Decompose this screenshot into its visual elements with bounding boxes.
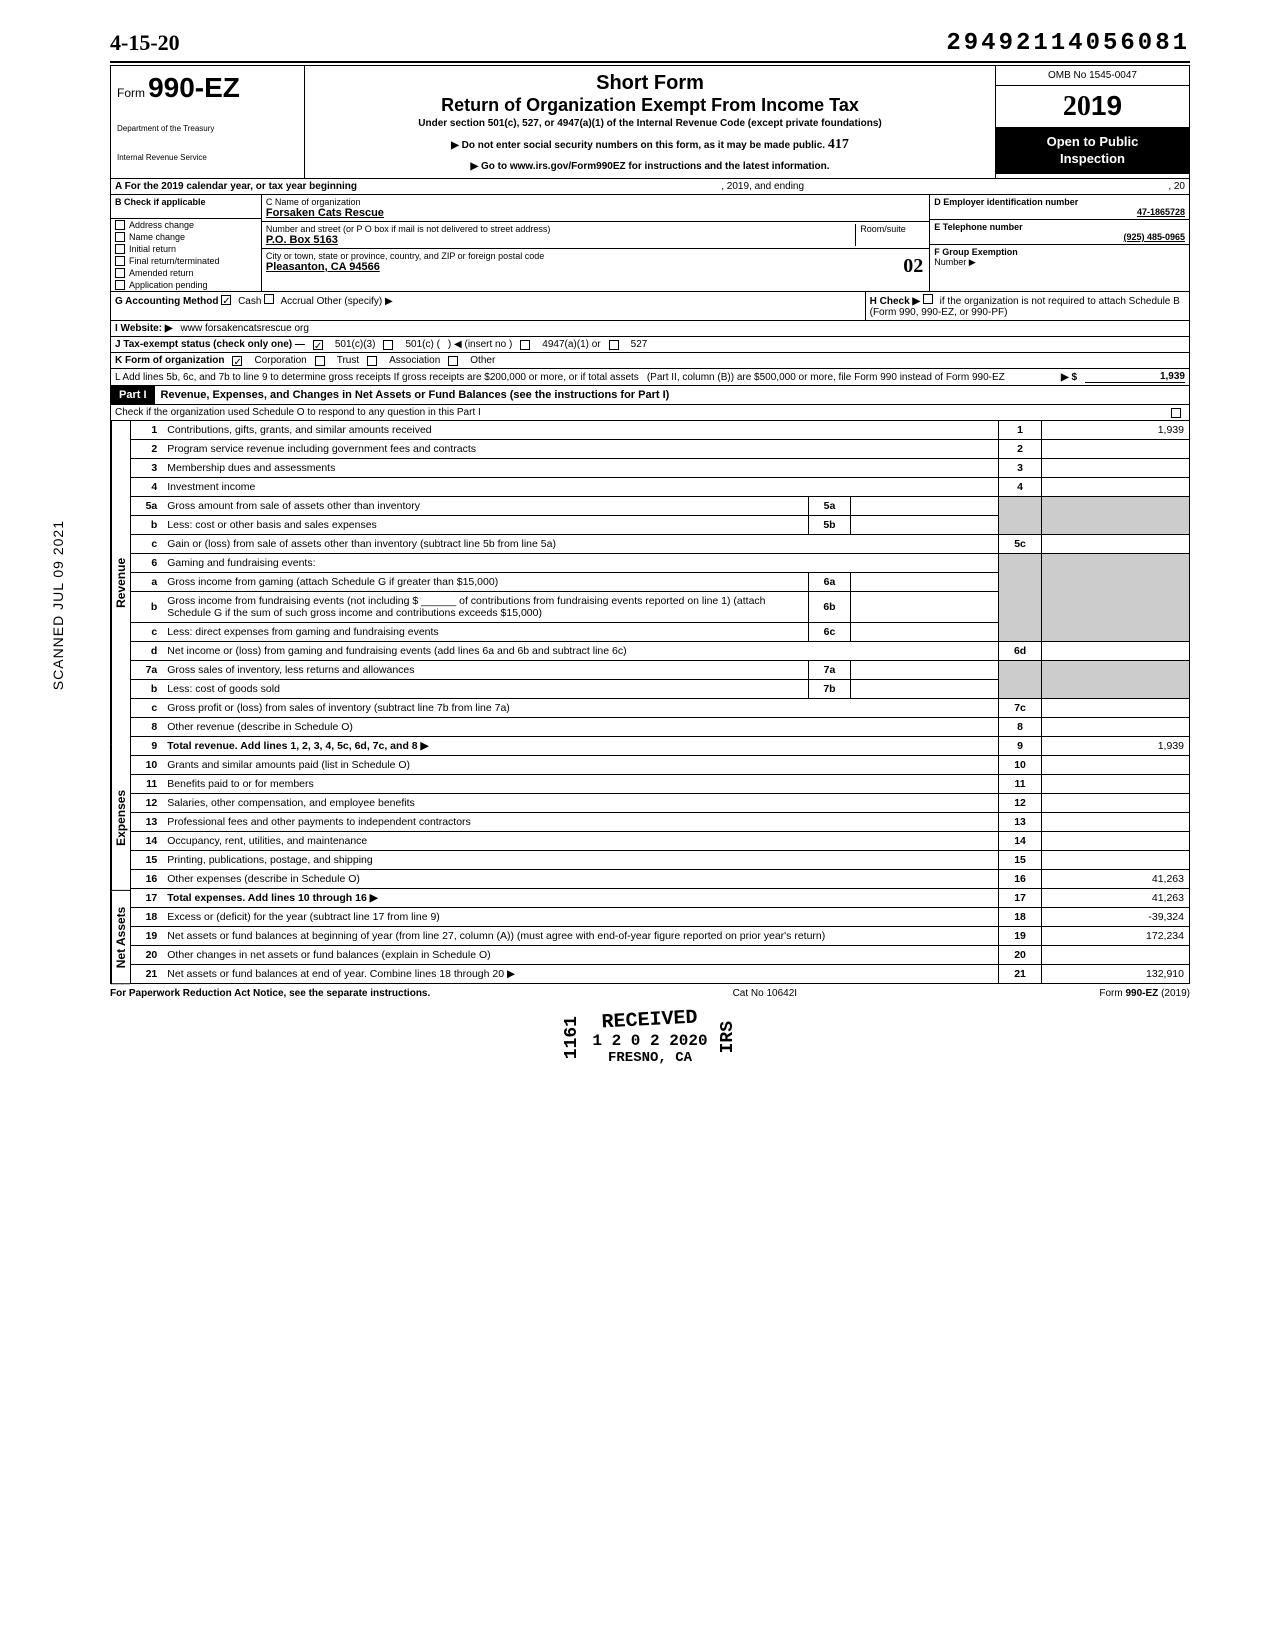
form-subtitle: Under section 501(c), 527, or 4947(a)(1)… (311, 118, 989, 129)
cb-address-change[interactable]: Address change (111, 219, 261, 231)
org-name: Forsaken Cats Rescue (266, 207, 925, 219)
part1-title: Revenue, Expenses, and Changes in Net As… (155, 386, 676, 404)
label-ein: D Employer identification number (934, 197, 1185, 207)
row-l-value: 1,939 (1085, 371, 1185, 383)
org-address: P.O. Box 5163 (266, 234, 855, 246)
cb-h[interactable] (923, 294, 933, 304)
cb-cash[interactable] (221, 295, 231, 305)
cb-name-change[interactable]: Name change (111, 231, 261, 243)
row-l-text1: L Add lines 5b, 6c, and 7b to line 9 to … (115, 372, 639, 383)
stamp-date: 1 2 0 2 2020 (592, 1032, 707, 1050)
label-phone: E Telephone number (934, 222, 1185, 232)
cb-schedule-o[interactable] (1171, 408, 1181, 418)
label-city: City or town, state or province, country… (266, 251, 925, 261)
cb-initial-return[interactable]: Initial return (111, 243, 261, 255)
part1-check-line: Check if the organization used Schedule … (115, 407, 1163, 418)
label-org-name: C Name of organization (266, 197, 925, 207)
vert-revenue: Revenue (111, 421, 130, 745)
row-h-label: H Check ▶ (870, 296, 920, 307)
row-a-end: , 20 (1168, 181, 1185, 192)
received-stamp: 1161 RECEIVED 1 2 0 2 2020 FRESNO, CA IR… (110, 1009, 1190, 1066)
row-a-label: A For the 2019 calendar year, or tax yea… (115, 181, 357, 192)
row-l-arrow: ▶ $ (1061, 372, 1077, 383)
year-suffix: 19 (1091, 90, 1122, 121)
form-title: Return of Organization Exempt From Incom… (311, 95, 989, 116)
section-b-header: B Check if applicable (111, 195, 261, 219)
vert-netassets: Net Assets (111, 891, 130, 984)
row-g-label: G Accounting Method (115, 296, 219, 307)
part1-badge: Part I (111, 386, 155, 404)
footer-left: For Paperwork Reduction Act Notice, see … (110, 988, 430, 999)
row-a: A For the 2019 calendar year, or tax yea… (110, 179, 1190, 195)
org-city: Pleasanton, CA 94566 (266, 261, 925, 273)
cb-application-pending[interactable]: Application pending (111, 279, 261, 291)
website-value: www forsakencatsrescue org (181, 323, 309, 334)
cb-accrual[interactable] (264, 294, 274, 304)
footer-right: Form 990-EZ (2019) (1099, 988, 1190, 999)
short-form-label: Short Form (311, 72, 989, 95)
cb-amended[interactable]: Amended return (111, 267, 261, 279)
row-j-label: J Tax-exempt status (check only one) — (115, 339, 305, 350)
open-to-public: Open to Public (1002, 134, 1183, 151)
hand-date: 4-15-20 (110, 30, 180, 56)
row-k-label: K Form of organization (115, 355, 224, 366)
info-block: B Check if applicable Address change Nam… (110, 195, 1190, 292)
cb-assoc[interactable] (367, 356, 377, 366)
year-prefix: 20 (1063, 91, 1091, 122)
label-group-number: Number ▶ (934, 257, 975, 267)
ein-value: 47-1865728 (934, 207, 1185, 217)
cb-trust[interactable] (315, 356, 325, 366)
instruction-1: ▶ Do not enter social security numbers o… (451, 140, 825, 151)
stamp-city: FRESNO, CA (592, 1050, 707, 1066)
cb-527[interactable] (609, 340, 619, 350)
phone-value: (925) 485-0965 (934, 232, 1185, 242)
cb-final-return[interactable]: Final return/terminated (111, 255, 261, 267)
dept1: Department of the Treasury (117, 124, 298, 133)
label-address: Number and street (or P O box if mail is… (266, 224, 855, 234)
cb-501c[interactable] (383, 340, 393, 350)
dept2: Internal Revenue Service (117, 153, 298, 162)
cb-501c3[interactable] (313, 340, 323, 350)
cb-other-org[interactable] (448, 356, 458, 366)
cb-corp[interactable] (232, 356, 242, 366)
omb-number: OMB No 1545-0047 (996, 66, 1189, 86)
label-room: Room/suite (855, 224, 925, 246)
form-header: Form 990-EZ Department of the Treasury I… (110, 65, 1190, 179)
stamp-received: RECEIVED (592, 1006, 708, 1035)
stamp-num: 1161 (562, 1016, 582, 1059)
vert-expenses: Expenses (111, 745, 130, 891)
dln: 29492114056081 (946, 30, 1190, 57)
row-i-label: I Website: ▶ (115, 323, 173, 334)
cb-4947[interactable] (520, 340, 530, 350)
hand-mark-417: 417 (828, 137, 849, 152)
instruction-2: ▶ Go to www.irs.gov/Form990EZ for instru… (470, 161, 829, 172)
label-group-exemption: F Group Exemption (934, 247, 1018, 257)
row-a-mid: , 2019, and ending (721, 181, 804, 192)
form-number: 990-EZ (148, 72, 240, 103)
scan-stamp: SCANNED JUL 09 2021 (50, 520, 66, 690)
hand-02: 02 (903, 255, 923, 278)
inspection: Inspection (1002, 151, 1183, 168)
form-prefix: Form (117, 86, 145, 100)
footer-mid: Cat No 10642I (733, 988, 798, 999)
stamp-irs: IRS (718, 1021, 738, 1053)
lines-table: 1Contributions, gifts, grants, and simil… (130, 421, 1190, 984)
row-l-text2: (Part II, column (B)) are $500,000 or mo… (647, 372, 1005, 383)
